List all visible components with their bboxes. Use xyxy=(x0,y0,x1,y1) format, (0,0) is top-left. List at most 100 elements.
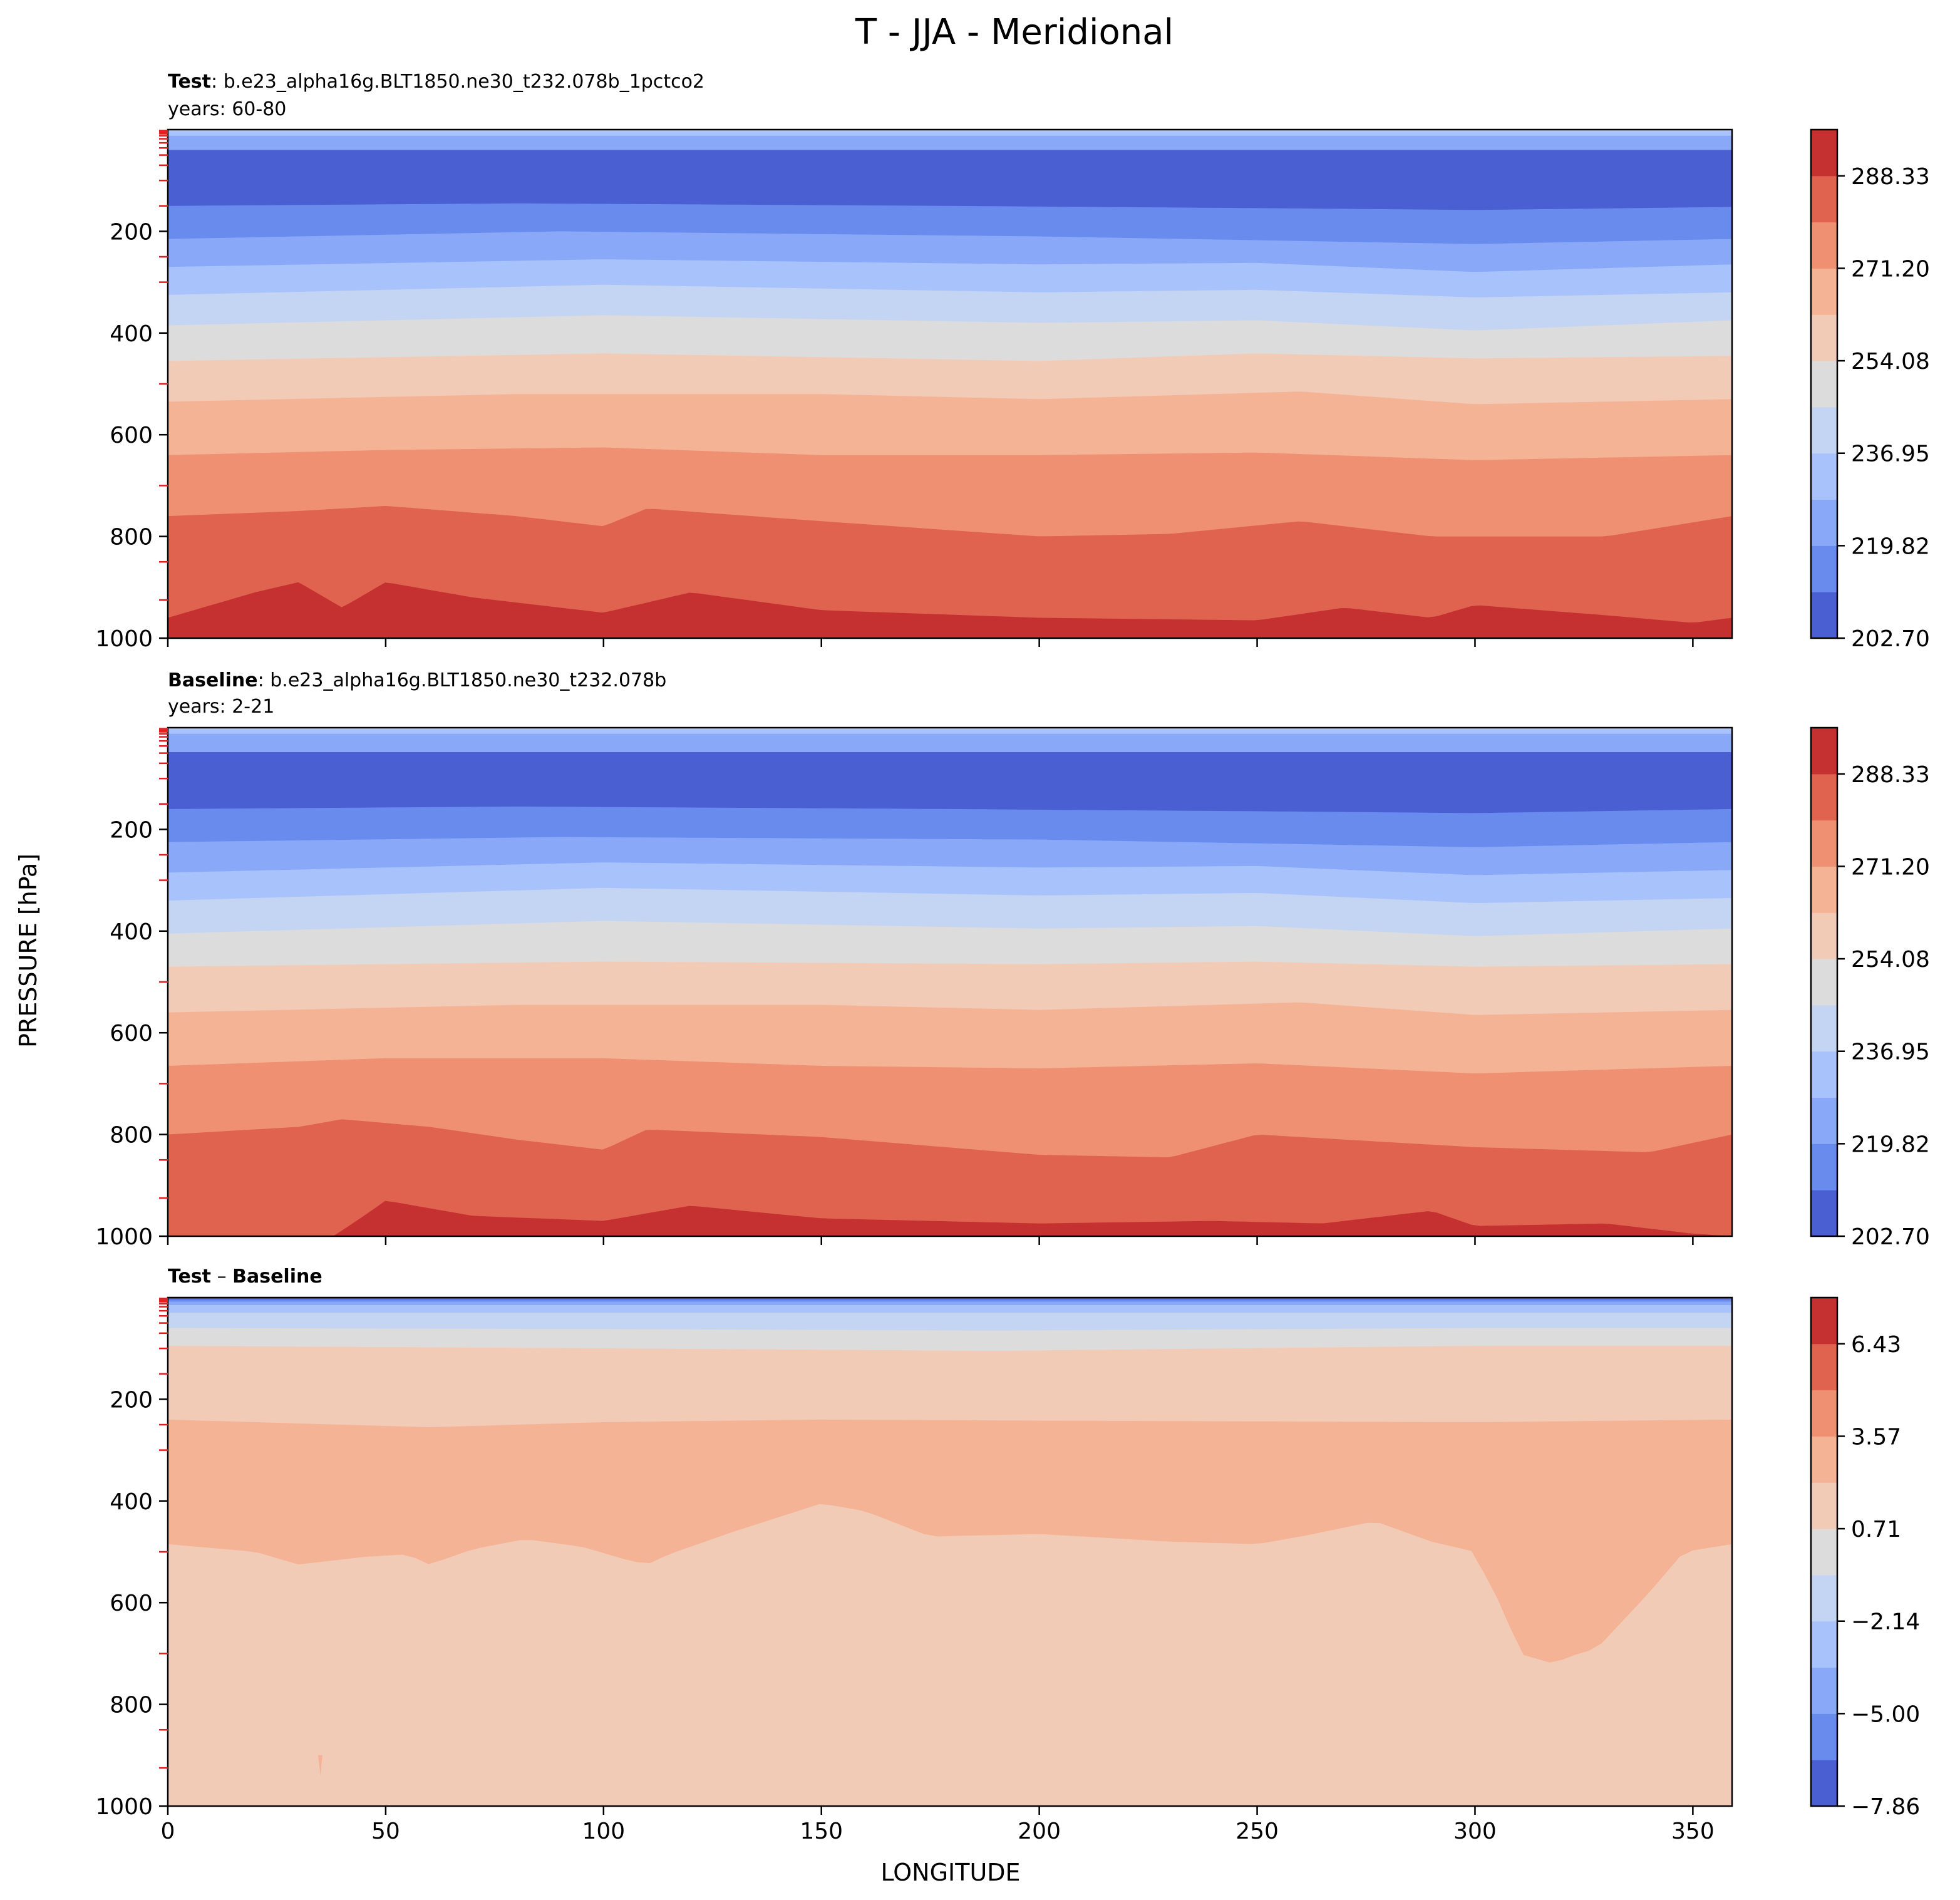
colorbar-swatch xyxy=(1811,959,1837,1006)
x-tick-label: 350 xyxy=(1671,1819,1715,1844)
colorbar-swatch xyxy=(1811,728,1837,775)
colorbar-tick-label: −7.86 xyxy=(1851,1794,1920,1820)
colorbar-tick-label: 202.70 xyxy=(1851,1224,1930,1250)
colorbar-swatch xyxy=(1811,1667,1837,1714)
y-tick-label: 600 xyxy=(110,423,153,448)
colorbar-swatch xyxy=(1811,773,1837,821)
colorbar-swatch xyxy=(1811,1190,1837,1237)
y-tick-label: 400 xyxy=(110,919,153,945)
panel-years: years: 60-80 xyxy=(168,98,286,120)
y-tick-label: 400 xyxy=(110,321,153,347)
colorbar-tick-label: 271.20 xyxy=(1851,854,1930,880)
colorbar-swatch xyxy=(1811,222,1837,269)
colorbar-tick-label: 202.70 xyxy=(1851,626,1930,652)
colorbar-swatch xyxy=(1811,592,1837,639)
test-panel: Test: b.e23_alpha16g.BLT1850.ne30_t232.0… xyxy=(95,71,1930,652)
x-tick-label: 50 xyxy=(371,1819,400,1844)
contour-band xyxy=(168,1298,1732,1300)
case-separator: : xyxy=(258,669,271,691)
colorbar-tick-label: 0.71 xyxy=(1851,1517,1901,1542)
colorbar-swatch xyxy=(1811,314,1837,361)
y-tick-label: 200 xyxy=(110,817,153,843)
colorbar-swatch xyxy=(1811,175,1837,223)
y-tick-label: 800 xyxy=(110,525,153,550)
colorbar-frame xyxy=(1810,726,1839,1237)
x-tick-label: 100 xyxy=(582,1819,625,1844)
colorbar-swatch xyxy=(1811,130,1837,177)
y-tick-label: 600 xyxy=(110,1021,153,1046)
colorbar-tick-label: −5.00 xyxy=(1851,1701,1920,1727)
contour-band xyxy=(168,1305,1732,1313)
colorbar-swatch xyxy=(1811,545,1837,592)
contour-plot xyxy=(168,728,1732,1236)
colorbar-swatch xyxy=(1811,1574,1837,1622)
contour-plot xyxy=(168,130,1732,638)
colorbar-tick-label: 288.33 xyxy=(1851,164,1930,190)
colorbar-swatch xyxy=(1811,1436,1837,1483)
y-tick-label: 1000 xyxy=(95,1224,153,1250)
colorbar-swatch xyxy=(1811,912,1837,959)
colorbar-tick-label: 236.95 xyxy=(1851,1040,1930,1065)
colorbar-swatch xyxy=(1811,1482,1837,1529)
contour-band xyxy=(168,1313,1732,1331)
colorbar-swatch xyxy=(1811,866,1837,913)
contour-plot xyxy=(168,1298,1732,1806)
y-tick-label: 200 xyxy=(110,1387,153,1413)
colorbar-swatch xyxy=(1811,1713,1837,1760)
contour-band xyxy=(168,582,1732,638)
x-tick-label: 300 xyxy=(1453,1819,1497,1844)
colorbar-swatch xyxy=(1811,1343,1837,1391)
x-tick-label: 200 xyxy=(1018,1819,1061,1844)
contour-band xyxy=(168,505,1732,638)
y-axis-label: PRESSURE [hPa] xyxy=(14,854,42,1048)
case-label: Test xyxy=(168,71,211,93)
colorbar-tick-label: 6.43 xyxy=(1851,1332,1901,1358)
colorbar-frame xyxy=(1810,1296,1839,1807)
y-tick-label: 1000 xyxy=(95,626,153,652)
colorbar-tick-label: 236.95 xyxy=(1851,441,1930,467)
colorbar-swatch xyxy=(1811,361,1837,408)
y-tick-label: 1000 xyxy=(95,1794,153,1820)
x-axis-label: LONGITUDE xyxy=(880,1859,1020,1886)
case-label-2: Baseline xyxy=(232,1266,322,1288)
y-tick-label: 400 xyxy=(110,1489,153,1515)
colorbar-tick-label: 254.08 xyxy=(1851,349,1930,374)
colorbar-swatch xyxy=(1811,1298,1837,1345)
colorbar-swatch xyxy=(1811,1529,1837,1576)
contour-band xyxy=(168,1419,1732,1663)
contour-band xyxy=(168,1328,1732,1351)
colorbar-swatch xyxy=(1811,499,1837,546)
case-label: Baseline xyxy=(168,669,258,691)
contour-band xyxy=(168,1346,1732,1427)
y-tick-label: 800 xyxy=(110,1123,153,1149)
y-tick-label: 800 xyxy=(110,1693,153,1718)
colorbar-tick-label: 3.57 xyxy=(1851,1424,1901,1450)
y-tick-label: 600 xyxy=(110,1591,153,1616)
colorbar-swatch xyxy=(1811,820,1837,867)
colorbar-tick-label: −2.14 xyxy=(1851,1609,1920,1635)
panel-title: Test – Baseline xyxy=(168,1266,322,1288)
contour-spike xyxy=(318,1755,323,1776)
case-name: b.e23_alpha16g.BLT1850.ne30_t232.078b_1p… xyxy=(224,71,704,93)
contour-band xyxy=(168,1299,1732,1302)
colorbar-swatch xyxy=(1811,1051,1837,1098)
panel-title: Baseline: b.e23_alpha16g.BLT1850.ne30_t2… xyxy=(168,669,666,691)
contour-band xyxy=(168,1119,1732,1236)
figure-title: T - JJA - Meridional xyxy=(855,12,1173,53)
case-separator: : xyxy=(211,71,224,93)
difference-panel: Test – Baseline 200 400 600 800 1000 0 50 100 150… xyxy=(95,1266,1920,1844)
x-tick-label: 150 xyxy=(800,1819,843,1844)
colorbar-swatch xyxy=(1811,268,1837,315)
colorbar-tick-label: 219.82 xyxy=(1851,534,1930,559)
y-tick-label: 200 xyxy=(110,219,153,245)
contour-band xyxy=(168,1200,1732,1236)
colorbar-swatch xyxy=(1811,1097,1837,1144)
colorbar-swatch xyxy=(1811,1621,1837,1668)
colorbar-swatch xyxy=(1811,1390,1837,1437)
panel-title: Test: b.e23_alpha16g.BLT1850.ne30_t232.0… xyxy=(168,71,704,93)
case-separator: – xyxy=(211,1266,232,1288)
panel-years: years: 2-21 xyxy=(168,696,274,718)
colorbar-tick-label: 271.20 xyxy=(1851,256,1930,282)
colorbar-swatch xyxy=(1811,406,1837,454)
